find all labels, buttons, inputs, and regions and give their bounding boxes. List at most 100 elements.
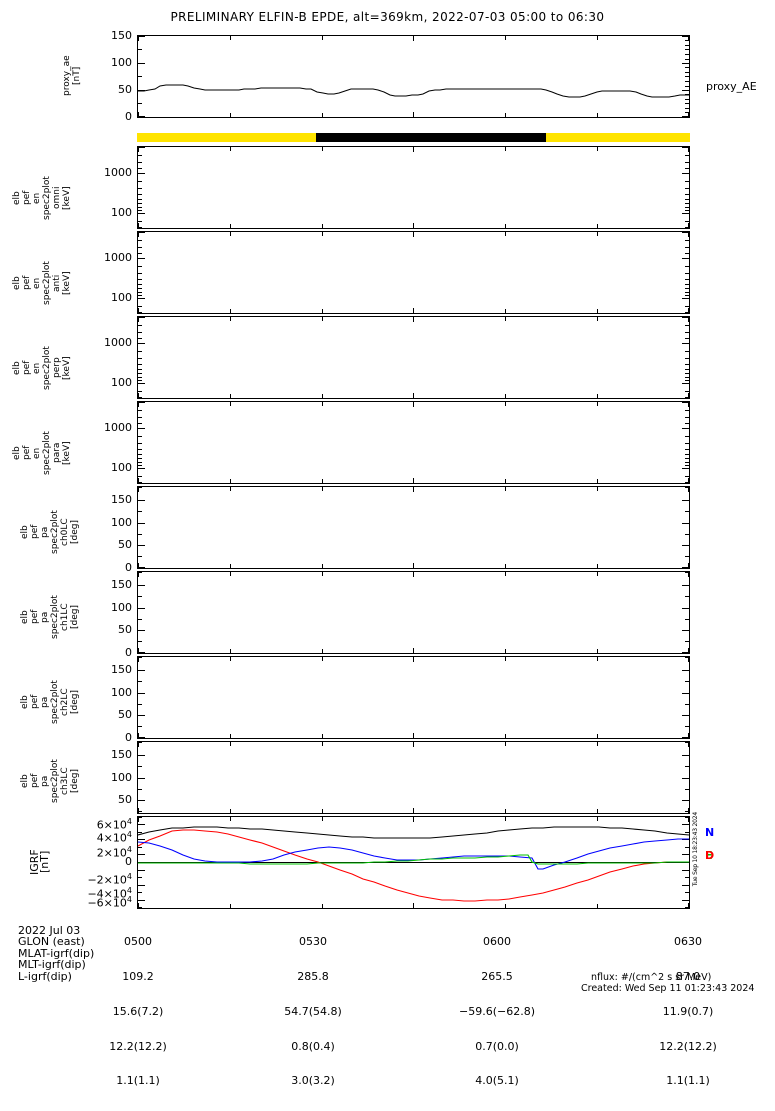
spec-omni-ytick-1000: 1000	[104, 166, 132, 179]
bottom-col0-mlt: 12.2(12.2)	[109, 1039, 167, 1053]
pa-ch3lc-axis-title-l2: pa	[40, 775, 50, 787]
pa-ch3lc-axis-title-l0: elb	[20, 774, 30, 788]
bottom-col2-mlt: 0.7(0.0)	[475, 1039, 519, 1053]
igrf-trace-n	[138, 838, 689, 870]
panel-proxy-ae	[137, 35, 690, 118]
spec-perp-plot-area	[138, 317, 689, 398]
pa-ch3lc-axis-title-l4: ch3LC	[60, 767, 70, 795]
pa-ch2lc-ytick-0: 0	[125, 731, 132, 744]
bottom-col3-mlt: 12.2(12.2)	[659, 1039, 717, 1053]
pa-ch2lc-axis-title-l1: pef	[30, 694, 40, 710]
pa-ch1lc-axis-title-l0: elb	[20, 610, 30, 624]
igrf-legend-n: N	[705, 826, 715, 839]
bottom-col3-mlat: 11.9(0.7)	[662, 1004, 714, 1018]
bottom-col3-l: 1.1(1.1)	[666, 1074, 710, 1088]
panel-spec-para	[137, 401, 690, 484]
spec-para-axis-title-l2: en	[32, 447, 42, 459]
bottom-table-col-0500: 0500 109.2 15.6(7.2) 12.2(12.2) 1.1(1.1)	[78, 913, 198, 1110]
pa-ch3lc-axis-title-l1: pef	[30, 773, 40, 789]
igrf-plot-area	[138, 817, 689, 908]
panel-igrf	[137, 816, 690, 909]
pa-ch3lc-axis-title-l5: [deg]	[70, 769, 80, 793]
bottom-col1-mlt: 0.8(0.4)	[291, 1039, 335, 1053]
bottom-label-mlt: MLT-igrf(dip)	[18, 958, 86, 972]
igrf-ytick-2e4: 2×104	[96, 845, 132, 860]
plot-page: PRELIMINARY ELFIN-B EPDE, alt=369km, 202…	[4, 10, 757, 1086]
bottom-col3-glon: 87.0	[675, 969, 701, 983]
spec-omni-axis-title-l1: pef	[22, 190, 32, 206]
igrf-legend-d: D	[705, 849, 715, 862]
spec-perp-axis-title-l4: perp	[52, 357, 62, 379]
daynight-bar	[137, 133, 690, 142]
spec-omni-axis-title-l3: spec2plot	[42, 176, 52, 220]
proxy-ae-axis-title: proxy_ae [nT]	[62, 32, 82, 120]
spec-anti-axis-title-l0: elb	[12, 276, 22, 290]
pa-ch0lc-plot-area	[138, 487, 689, 568]
pa-ch2lc-axis-title-l3: spec2plot	[50, 680, 60, 724]
panel-pa-ch3lc	[137, 741, 690, 814]
igrf-axis-title-l1: [nT]	[38, 850, 51, 874]
igrf-ytick-neg6e4: −6×104	[87, 895, 132, 910]
bottom-col2-glon: 265.5	[481, 969, 513, 983]
igrf-ytick-neg2e4: −2×104	[87, 872, 132, 887]
pa-ch1lc-ytick-150: 150	[111, 578, 132, 591]
pa-ch1lc-axis-title-l4: ch1LC	[60, 603, 70, 631]
spec-para-axis-title-l0: elb	[12, 446, 22, 460]
pa-ch3lc-plot-area	[138, 742, 689, 813]
igrf-trace-e	[138, 854, 689, 865]
pa-ch3lc-axis-title: elb pef pa spec2plot ch3LC [deg]	[20, 748, 80, 814]
bottom-col0-glon: 109.2	[122, 969, 154, 983]
spec-para-axis-title-l1: pef	[22, 445, 32, 461]
spec-perp-axis-title-l0: elb	[12, 361, 22, 375]
spec-perp-axis-title-l2: en	[32, 362, 42, 374]
spec-omni-axis-title: elb pef en spec2plot omni [keV]	[12, 162, 72, 234]
pa-ch0lc-axis-title-l4: ch0LC	[60, 518, 70, 546]
panel-pa-ch2lc	[137, 656, 690, 739]
igrf-trace-d	[138, 829, 689, 902]
pa-ch0lc-axis-title-l0: elb	[20, 525, 30, 539]
igrf-legend-e: E	[705, 849, 713, 862]
bottom-table-col-0630: 0630 87.0 11.9(0.7) 12.2(12.2) 1.1(1.1)	[628, 913, 748, 1110]
pa-ch3lc-ytick-50: 50	[118, 793, 132, 806]
bottom-col2-mlat: −59.6(−62.8)	[458, 1004, 535, 1018]
bottom-col1-l: 3.0(3.2)	[291, 1074, 335, 1088]
pa-ch2lc-ytick-150: 150	[111, 663, 132, 676]
pa-ch2lc-ytick-50: 50	[118, 708, 132, 721]
pa-ch0lc-axis-title-l5: [deg]	[70, 520, 80, 544]
panel-spec-perp	[137, 316, 690, 399]
sidebar-timestamp: Tue Sep 10 18:23:43 2024	[692, 812, 699, 887]
spec-para-ytick-1000: 1000	[104, 421, 132, 434]
pa-ch1lc-axis-title-l1: pef	[30, 609, 40, 625]
spec-anti-axis-title: elb pef en spec2plot anti [keV]	[12, 247, 72, 319]
bottom-col2-l: 4.0(5.1)	[475, 1074, 519, 1088]
panel-spec-omni	[137, 146, 690, 229]
spec-para-axis-title-l3: spec2plot	[42, 431, 52, 475]
bottom-col0-time: 0500	[124, 935, 152, 949]
pa-ch2lc-ytick-100: 100	[111, 686, 132, 699]
bottom-col0-l: 1.1(1.1)	[116, 1074, 160, 1088]
pa-ch1lc-axis-title-l5: [deg]	[70, 605, 80, 629]
bottom-table-row-labels: 2022 Jul 03 GLON (east) MLAT-igrf(dip) M…	[4, 913, 94, 994]
spec-perp-axis-title: elb pef en spec2plot perp [keV]	[12, 332, 72, 404]
igrf-ytick-0: 0	[125, 855, 132, 868]
spec-anti-ytick-1000: 1000	[104, 251, 132, 264]
spec-para-axis-title-l4: para	[52, 442, 62, 464]
proxy-ae-axis-title-l0: proxy_ae	[62, 55, 72, 97]
spec-anti-axis-title-l3: spec2plot	[42, 261, 52, 305]
spec-para-ytick-100: 100	[111, 461, 132, 474]
pa-ch1lc-axis-title-l3: spec2plot	[50, 595, 60, 639]
page-title: PRELIMINARY ELFIN-B EPDE, alt=369km, 202…	[170, 10, 605, 24]
footer-created: Created: Wed Sep 11 01:23:43 2024	[581, 983, 755, 994]
pa-ch1lc-ytick-0: 0	[125, 646, 132, 659]
igrf-ytick-4e4: 4×104	[96, 830, 132, 845]
pa-ch0lc-ytick-50: 50	[118, 538, 132, 551]
pa-ch0lc-axis-title-l3: spec2plot	[50, 510, 60, 554]
pa-ch2lc-axis-title-l4: ch2LC	[60, 688, 70, 716]
footer-units: nflux: #/(cm^2 s sr MeV)	[591, 972, 712, 983]
spec-omni-axis-title-l2: en	[32, 192, 42, 204]
panel-pa-ch0lc	[137, 486, 690, 569]
igrf-axis-title: IGRF [nT]	[28, 834, 51, 890]
pa-ch2lc-axis-title-l2: pa	[40, 696, 50, 708]
daynight-bar-night-segment	[316, 133, 546, 142]
spec-omni-ytick-100: 100	[111, 206, 132, 219]
